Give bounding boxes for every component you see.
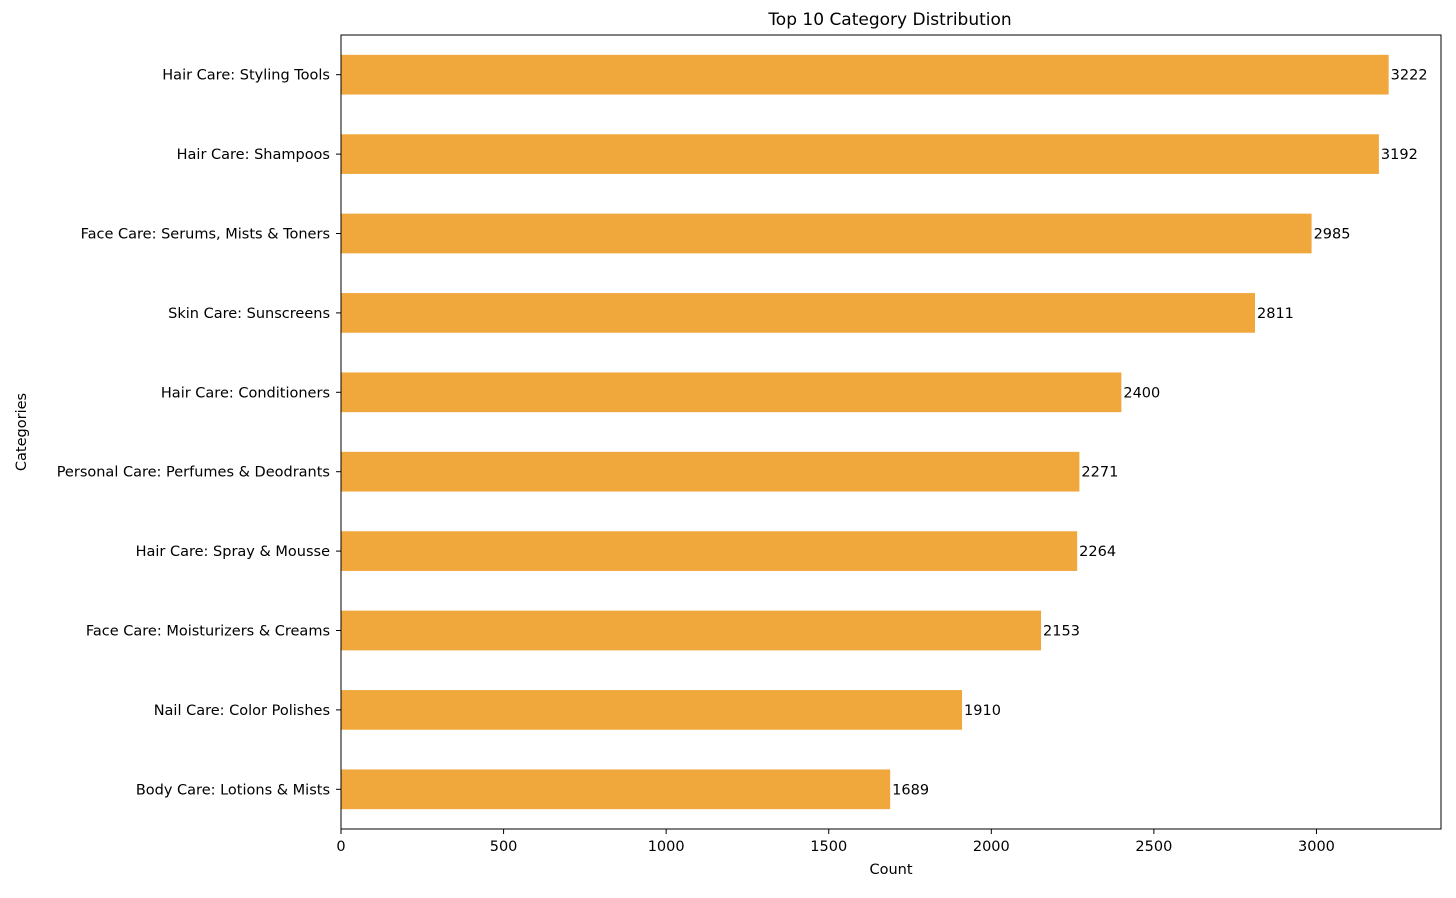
- x-tick-label: 2000: [973, 839, 1010, 855]
- bar: [341, 213, 1312, 254]
- bar: [341, 372, 1122, 413]
- bar: [341, 769, 891, 810]
- data-label: 2264: [1079, 544, 1116, 560]
- bar: [341, 531, 1078, 571]
- y-tick-label: Personal Care: Perfumes & Deodrants: [57, 465, 330, 481]
- x-tick-label: 3000: [1298, 839, 1335, 855]
- data-label: 2271: [1081, 465, 1118, 481]
- chart-title: Top 10 Category Distribution: [767, 10, 1011, 30]
- bars-group: [341, 54, 1389, 810]
- data-label: 2400: [1123, 385, 1160, 401]
- x-axis-ticks: 0 500 1000 1500 2000 2500 3000: [336, 829, 1335, 855]
- data-label: 2985: [1314, 227, 1351, 243]
- bar: [341, 54, 1389, 95]
- bar: [341, 451, 1080, 492]
- y-tick-label: Hair Care: Styling Tools: [162, 68, 330, 84]
- x-tick-label: 0: [336, 839, 345, 855]
- x-tick-label: 500: [490, 839, 518, 855]
- data-label: 3222: [1391, 68, 1428, 84]
- plot-frame: [340, 34, 1442, 830]
- x-tick-label: 2500: [1135, 839, 1172, 855]
- x-tick-label: 1000: [648, 839, 685, 855]
- bar: [341, 293, 1256, 333]
- y-tick-label: Hair Care: Shampoos: [177, 147, 330, 163]
- data-labels-group: 3222 3192 2985 2811 2400 2271 2264 2153 1910 1689: [892, 68, 1427, 799]
- data-label: 1910: [964, 703, 1001, 719]
- y-axis-ticks: Hair Care: Styling Tools Hair Care: Shamp…: [57, 68, 341, 798]
- y-axis-label: Categories: [14, 393, 30, 471]
- data-label: 3192: [1381, 147, 1418, 163]
- y-tick-label: Nail Care: Color Polishes: [154, 703, 330, 719]
- y-tick-label: Face Care: Moisturizers & Creams: [86, 624, 330, 640]
- bar: [341, 690, 963, 730]
- data-label: 2153: [1043, 624, 1080, 640]
- y-tick-label: Body Care: Lotions & Mists: [136, 782, 330, 798]
- y-tick-label: Face Care: Serums, Mists & Toners: [81, 227, 330, 243]
- y-tick-label: Hair Care: Spray & Mousse: [136, 544, 330, 560]
- x-axis-label: Count: [869, 862, 912, 878]
- data-label: 1689: [892, 782, 929, 798]
- y-tick-label: Skin Care: Sunscreens: [168, 306, 330, 322]
- y-tick-label: Hair Care: Conditioners: [161, 385, 330, 401]
- x-tick-label: 1500: [810, 839, 847, 855]
- data-label: 2811: [1257, 306, 1294, 322]
- bar: [341, 134, 1379, 174]
- bar: [341, 610, 1042, 651]
